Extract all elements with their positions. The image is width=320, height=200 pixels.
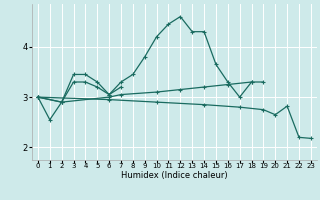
X-axis label: Humidex (Indice chaleur): Humidex (Indice chaleur) (121, 171, 228, 180)
